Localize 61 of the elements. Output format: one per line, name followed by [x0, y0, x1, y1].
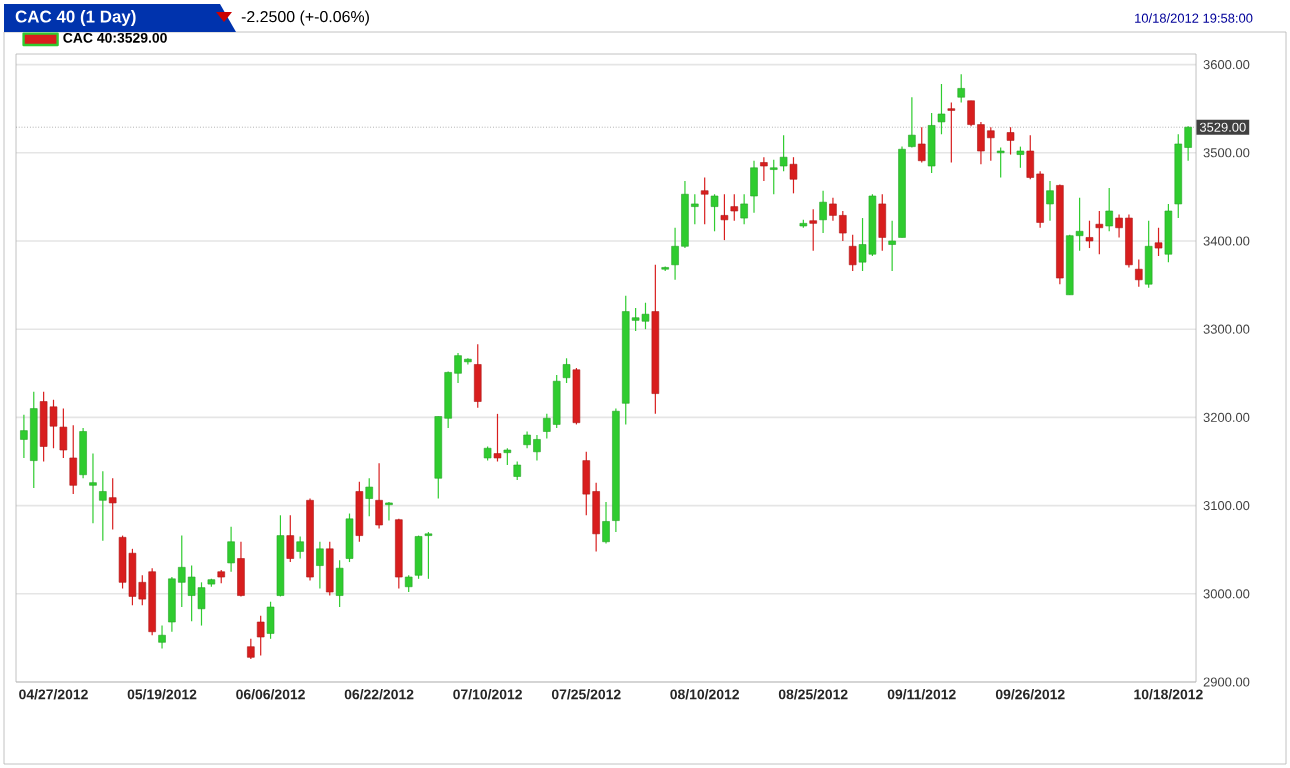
candlestick: [326, 541, 334, 597]
candlestick: [1046, 180, 1054, 222]
candlestick: [700, 176, 709, 225]
candlestick: [256, 615, 265, 657]
candlestick: [296, 535, 304, 560]
candlestick: [760, 156, 768, 182]
candlestick: [99, 470, 107, 542]
candlestick: [316, 541, 324, 590]
candlestick: [1144, 220, 1153, 289]
candlestick: [247, 638, 255, 660]
candlestick: [1154, 227, 1163, 257]
candlestick: [809, 208, 817, 252]
candlestick: [493, 413, 502, 463]
candlestick: [937, 83, 946, 135]
candlestick: [917, 126, 926, 164]
candlestick: [158, 624, 166, 650]
candlestick: [947, 101, 956, 164]
candlestick: [720, 193, 729, 241]
candlestick: [1006, 126, 1015, 156]
candlestick: [1135, 258, 1143, 288]
candlestick: [365, 477, 373, 517]
candlestick: [424, 531, 433, 580]
candlestick: [750, 160, 758, 214]
candlestick: [957, 73, 965, 104]
candlestick: [789, 156, 798, 194]
candlestick: [237, 541, 245, 598]
candlestick: [927, 112, 936, 174]
candlestick: [996, 146, 1005, 179]
candlestick: [345, 512, 354, 563]
candlestick: [769, 159, 778, 195]
candlestick: [414, 534, 423, 580]
candlestick: [740, 193, 748, 225]
candlestick: [266, 601, 275, 640]
candlestick: [69, 424, 77, 495]
candlestick: [779, 134, 788, 172]
candlestick: [375, 462, 383, 530]
candlestick: [888, 220, 896, 272]
candlestick: [1105, 187, 1113, 232]
candlestick: [562, 357, 571, 384]
candlestick: [335, 559, 344, 608]
candlestick: [602, 501, 610, 545]
candlestick: [710, 193, 719, 232]
candlestick: [908, 96, 916, 149]
candlestick: [89, 452, 97, 524]
candlestick: [385, 501, 393, 522]
candlestick: [227, 526, 235, 573]
chart-title: CAC 40 (1 Day): [15, 10, 136, 26]
candlestick: [513, 460, 521, 481]
candlestick: [474, 343, 482, 409]
candlestick: [286, 514, 295, 563]
candlestick: [79, 427, 87, 479]
candlestick: [355, 481, 364, 543]
candlestick: [730, 193, 739, 222]
candlestick: [1085, 220, 1094, 249]
candlestick: [108, 477, 117, 531]
candlestick: [1095, 210, 1104, 255]
candlestick: [848, 234, 857, 272]
candlestick: [878, 193, 887, 252]
candlestick: [1016, 146, 1025, 169]
candlestick: [1164, 203, 1173, 263]
candlestick: [819, 190, 827, 234]
